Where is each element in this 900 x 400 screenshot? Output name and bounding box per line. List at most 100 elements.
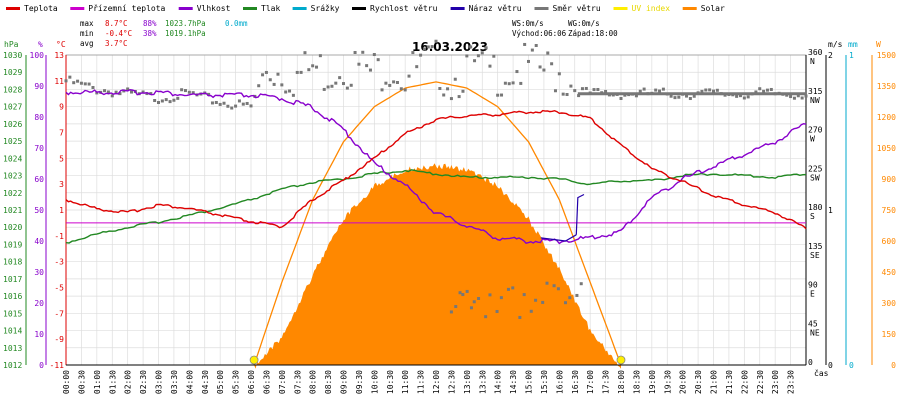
wind-dir-dot xyxy=(415,65,419,69)
legend-swatch xyxy=(6,7,20,10)
wind-dir-dot xyxy=(500,93,504,97)
temp-tick: -11 xyxy=(50,361,65,370)
legend-swatch xyxy=(243,7,257,10)
wind-dir-dot xyxy=(241,102,245,106)
wind-dir-dot xyxy=(118,92,122,96)
wind-dir-dot xyxy=(372,53,376,57)
legend-swatch xyxy=(352,7,366,10)
time-tick: 05:30 xyxy=(232,370,241,394)
wind-dir-dot xyxy=(804,94,808,98)
wind-dir-dot xyxy=(550,62,554,66)
wind-dir-dot xyxy=(522,293,526,297)
wind-dir-dot xyxy=(141,90,145,94)
wind-dir-dot xyxy=(434,39,438,43)
wind-dir-dot xyxy=(191,91,195,95)
w-tick: 1350 xyxy=(877,82,896,91)
wind-dir-dot xyxy=(442,93,446,97)
solar-area xyxy=(254,163,622,369)
wind-dir-dot xyxy=(735,94,739,98)
wind-dir-dot xyxy=(556,287,560,291)
legend-label: Srážky xyxy=(311,4,340,13)
wind-dir-dot xyxy=(584,86,588,90)
time-tick: 00:30 xyxy=(77,370,86,394)
wind-dir-dot xyxy=(422,47,426,51)
wind-dir-dot xyxy=(349,83,353,87)
hpa-tick: 1022 xyxy=(3,189,22,198)
wind-dir-dot xyxy=(303,51,307,55)
hpa-tick: 1027 xyxy=(3,103,22,112)
wind-dir-dot xyxy=(268,78,272,82)
wind-dir-dot xyxy=(403,88,407,92)
wind-dir-dot xyxy=(553,89,557,93)
legend: Teplota Přízemní teplota Vlhkost Tlak Srážky… xyxy=(6,4,725,13)
wind-dir-dot xyxy=(580,87,584,91)
wind-dir-dot xyxy=(758,87,762,91)
wind-dir-dot xyxy=(488,64,492,68)
wind-dir-dot xyxy=(176,96,180,100)
time-tick: 16:00 xyxy=(555,370,564,394)
wind-dir-dot xyxy=(469,45,473,49)
wind-dir-dot xyxy=(407,74,411,78)
hpa-tick: 1025 xyxy=(3,137,22,146)
wind-dir-dot xyxy=(261,73,265,77)
wind-dir-dot xyxy=(446,87,450,91)
time-tick: 19:00 xyxy=(648,370,657,394)
wind-dir-dot xyxy=(318,54,322,58)
time-tick: 22:30 xyxy=(756,370,765,394)
time-tick: 00:00 xyxy=(62,370,71,394)
wind-dir-dot xyxy=(492,54,496,58)
wind-dir-dot xyxy=(392,80,396,84)
wind-dir-dot xyxy=(519,81,523,85)
time-tick: 20:30 xyxy=(694,370,703,394)
wind-dir-dot xyxy=(153,99,157,103)
wind-dir-dot xyxy=(110,94,114,98)
wind-dir-dot xyxy=(495,309,499,313)
stat-max-press: 1023.7hPa xyxy=(165,19,206,28)
wind-dir-dot xyxy=(122,89,126,93)
hpa-tick: 1013 xyxy=(3,344,22,353)
wind-dir-dot xyxy=(353,50,357,54)
wind-dir-dot xyxy=(106,90,110,94)
wind-dir-dot xyxy=(399,87,403,91)
gust-jump xyxy=(575,193,585,235)
stat-min-press: 1019.1hPa xyxy=(165,29,206,38)
time-tick: 15:00 xyxy=(525,370,534,394)
humidity-line xyxy=(65,88,807,245)
wind-dir-dot xyxy=(334,81,338,85)
legend-swatch xyxy=(292,7,307,10)
wind-dir-dot xyxy=(769,87,773,91)
wind-dir-dot xyxy=(765,88,769,92)
time-unit: čas xyxy=(814,368,829,378)
wind-dir-dot xyxy=(454,305,458,309)
pct-tick: 50 xyxy=(34,206,44,215)
legend-swatch xyxy=(682,7,697,10)
hpa-tick: 1014 xyxy=(3,327,22,336)
dir-tick-name: S xyxy=(810,212,815,221)
wind-dir-dot xyxy=(692,94,696,98)
wind-dir-dot xyxy=(438,87,442,91)
time-tick: 13:00 xyxy=(463,370,472,394)
stat-rain: 0.0mm xyxy=(225,19,248,28)
wind-dir-dot xyxy=(222,101,226,105)
wind-dir-dot xyxy=(315,65,319,69)
stat-min-temp: -0.4°C xyxy=(105,29,132,38)
wind-dir-dot xyxy=(326,85,330,89)
wind-dir-dot xyxy=(368,68,372,72)
wind-dir-dot xyxy=(472,300,476,304)
wind-dir-dot xyxy=(149,92,153,96)
dir-tick-deg: 0 xyxy=(808,358,813,367)
wind-dir-dot xyxy=(365,64,369,68)
temp-tick: 13 xyxy=(54,51,64,60)
legend-label: Přízemní teplota xyxy=(88,4,165,13)
wind-dir-dot xyxy=(480,51,484,55)
wind-dir-dot xyxy=(168,100,172,104)
wind-dir-dot xyxy=(237,99,241,103)
time-tick: 12:00 xyxy=(432,370,441,394)
legend-label: Směr větru xyxy=(553,4,601,13)
time-tick: 08:00 xyxy=(309,370,318,394)
wind-dir-dot xyxy=(284,90,288,94)
ms-tick: 0 xyxy=(828,361,833,370)
legend-label: Rychlost větru xyxy=(370,4,438,13)
wind-dir-dot xyxy=(507,82,511,86)
